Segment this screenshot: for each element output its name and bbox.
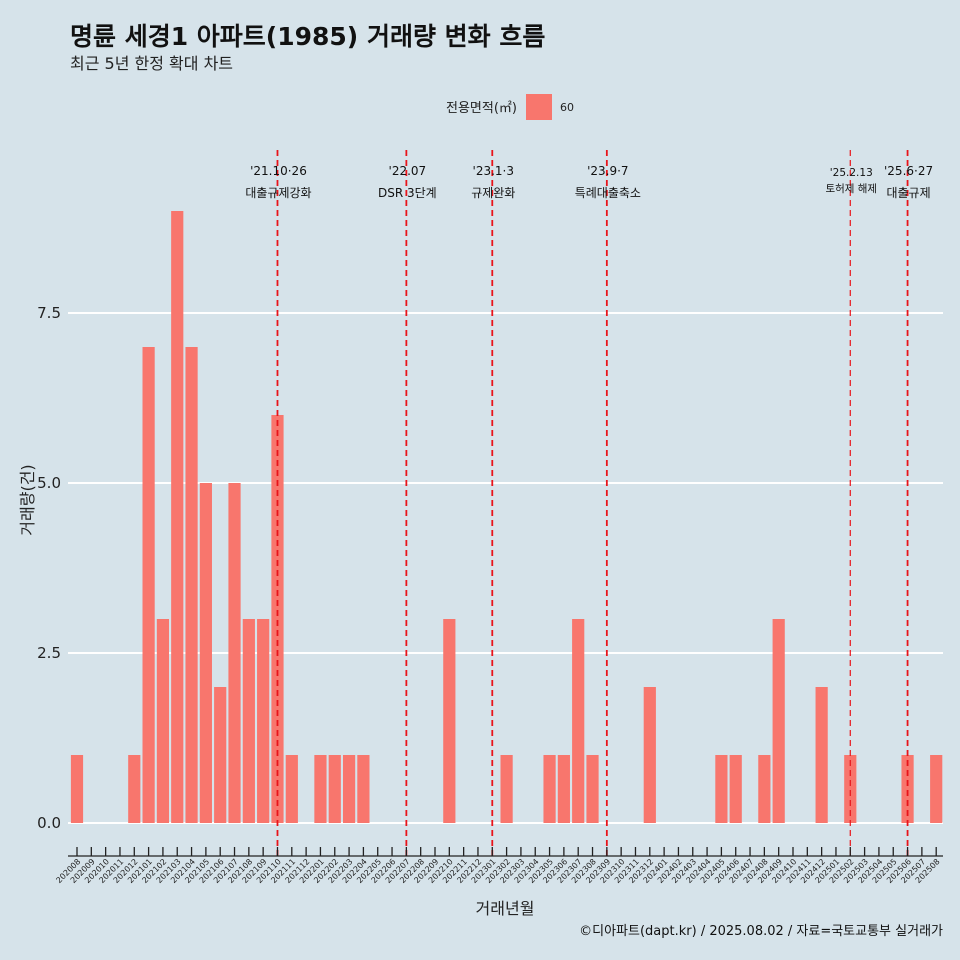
legend-item-label: 60 (560, 101, 574, 114)
bar-202104 (185, 347, 198, 823)
y-tick-label: 0.0 (37, 814, 61, 832)
event-label-202207: DSR 3단계 (378, 186, 437, 200)
bar-202412 (815, 687, 828, 823)
x-axis: 2020082020092020102020112020122021012021… (54, 847, 943, 885)
bar-202105 (199, 483, 212, 823)
bar-202306 (557, 755, 570, 823)
bar-202103 (171, 211, 184, 823)
bar-202110 (271, 415, 284, 823)
bar-202109 (257, 619, 270, 823)
bar-202012 (128, 755, 141, 823)
bar-202111 (285, 755, 298, 823)
chart-subtitle: 최근 5년 한정 확대 차트 (70, 54, 233, 73)
y-axis: 0.0 2.5 5.0 7.5 (37, 304, 61, 832)
event-label-202207: '22.07 (389, 164, 427, 178)
event-label-202301: '23.1·3 (473, 164, 514, 178)
event-label-202309: 특례대출축소 (575, 186, 641, 200)
bar-202405 (715, 755, 728, 823)
y-tick-label: 2.5 (37, 644, 61, 662)
bar-202406 (729, 755, 742, 823)
event-label-202506: '25.6·27 (884, 164, 933, 178)
grid (68, 312, 943, 824)
legend-title: 전용면적(㎡) (446, 101, 517, 116)
bars (70, 211, 943, 823)
y-axis-label: 거래량(건) (18, 464, 37, 535)
x-axis-label: 거래년월 (476, 899, 535, 918)
chart-title: 명륜 세경1 아파트(1985) 거래량 변화 흐름 (70, 22, 545, 51)
bar-202107 (228, 483, 241, 823)
y-tick-label: 7.5 (37, 304, 61, 322)
bar-202409 (772, 619, 785, 823)
caption: ©디아파트(dapt.kr) / 2025.08.02 / 자료=국토교통부 실… (579, 924, 943, 939)
bar-202204 (357, 755, 370, 823)
bar-202108 (242, 619, 255, 823)
bar-202506 (901, 755, 914, 823)
bar-202008 (70, 755, 84, 823)
y-tick-label: 5.0 (37, 474, 61, 492)
bar-202502 (844, 755, 857, 823)
legend-key (526, 94, 552, 120)
bar-202305 (543, 755, 556, 823)
event-label-202110: '21.10·26 (250, 164, 307, 178)
bar-202308 (586, 755, 599, 823)
bar-202210 (443, 619, 456, 823)
bar-202307 (572, 619, 585, 823)
event-label-202301: 규제완화 (471, 186, 515, 200)
event-label-202506: 대출규제 (886, 186, 930, 200)
bar-202302 (500, 755, 513, 823)
bar-202203 (342, 755, 356, 823)
event-label-202309: '23.9·7 (587, 164, 628, 178)
bar-202102 (156, 619, 170, 823)
event-label-202502: 토허제 해제 (825, 182, 877, 195)
event-lines: '21.10·26 대출규제강화 '22.07 DSR 3단계 '23.1·3 규제완화 '… (245, 150, 933, 856)
bar-202101 (142, 347, 155, 823)
event-label-202110: 대출규제강화 (245, 186, 311, 200)
bar-202202 (328, 755, 341, 823)
legend: 전용면적(㎡) 60 (446, 94, 574, 120)
bar-202106 (214, 687, 227, 823)
event-label-202502: '25.2.13 (830, 167, 873, 179)
bar-202508 (930, 755, 943, 823)
bar-202312 (643, 687, 656, 823)
bar-202201 (314, 755, 327, 823)
bar-202408 (758, 755, 771, 823)
